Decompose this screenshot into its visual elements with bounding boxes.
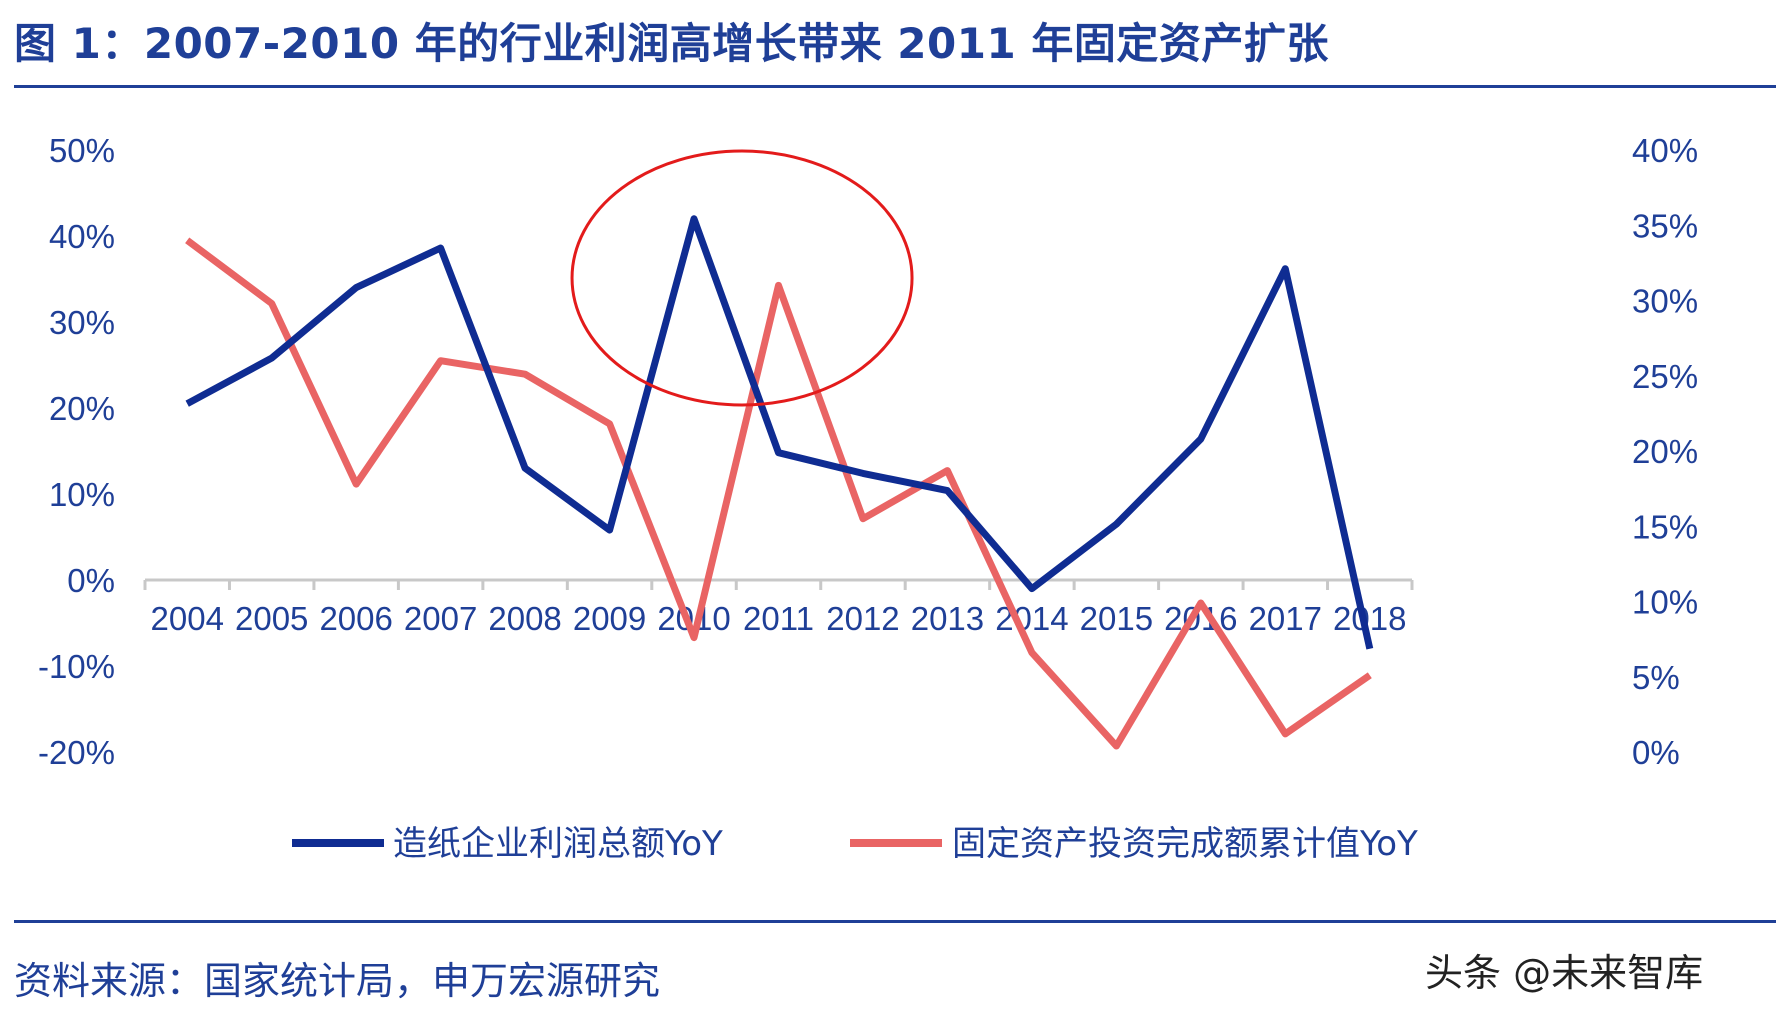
legend-label-2: 固定资产投资完成额累计值YoY <box>952 824 1418 864</box>
legend-label-1: 造纸企业利润总额YoY <box>393 824 723 864</box>
x-tick-label: 2015 <box>1080 600 1153 637</box>
right-tick-label: 0% <box>1632 734 1680 771</box>
series-lines <box>185 215 1374 750</box>
x-tick-label: 2011 <box>743 600 814 637</box>
right-tick-label: 40% <box>1632 132 1698 169</box>
line-chart: 50% 40% 30% 20% 10% 0% -10% -20% 40% 35% 30% 25% 20… <box>38 132 1698 864</box>
series-line-2 <box>185 237 1372 750</box>
right-tick-label: 10% <box>1632 584 1698 621</box>
series-line-1 <box>185 215 1374 650</box>
left-tick-label: -10% <box>38 648 115 685</box>
left-tick-label: 20% <box>49 390 115 427</box>
right-tick-label: 25% <box>1632 358 1698 395</box>
right-axis: 40% 35% 30% 25% 20% 15% 10% 5% 0% <box>1632 132 1698 771</box>
right-tick-label: 35% <box>1632 207 1698 244</box>
x-tick-label: 2005 <box>235 600 308 637</box>
footer-divider <box>14 920 1776 923</box>
left-tick-label: 40% <box>49 218 115 255</box>
x-tick-label: 2008 <box>488 600 561 637</box>
right-tick-label: 5% <box>1632 659 1680 696</box>
right-tick-label: 15% <box>1632 508 1698 545</box>
x-tick-label: 2013 <box>911 600 984 637</box>
left-axis: 50% 40% 30% 20% 10% 0% -10% -20% <box>38 132 115 771</box>
left-tick-label: -20% <box>38 734 115 771</box>
annotations <box>570 149 914 407</box>
left-tick-label: 10% <box>49 476 115 513</box>
right-tick-label: 30% <box>1632 283 1698 320</box>
highlight-circle <box>570 149 914 407</box>
x-tick-label: 2009 <box>573 600 646 637</box>
x-tick-label: 2004 <box>151 600 224 637</box>
left-tick-label: 30% <box>49 304 115 341</box>
x-tick-label: 2007 <box>404 600 477 637</box>
x-tick-label: 2018 <box>1333 600 1406 637</box>
chart-title: 图 1：2007-2010 年的行业利润高增长带来 2011 年固定资产扩张 <box>14 19 1329 68</box>
right-tick-label: 20% <box>1632 433 1698 470</box>
title-divider <box>14 85 1776 88</box>
x-tick-label: 2006 <box>319 600 392 637</box>
x-tick-label: 2012 <box>826 600 899 637</box>
left-tick-label: 0% <box>67 562 115 599</box>
legend: 造纸企业利润总额YoY 固定资产投资完成额累计值YoY <box>292 824 1418 864</box>
source-note: 资料来源：国家统计局，申万宏源研究 <box>14 959 661 1003</box>
watermark: 头条 @未来智库 <box>1425 951 1704 995</box>
left-tick-label: 50% <box>49 132 115 169</box>
x-axis: 2004 2005 2006 2007 2008 2009 2010 2011 2012 2013… <box>143 578 1414 637</box>
x-tick-label: 2017 <box>1249 600 1322 637</box>
